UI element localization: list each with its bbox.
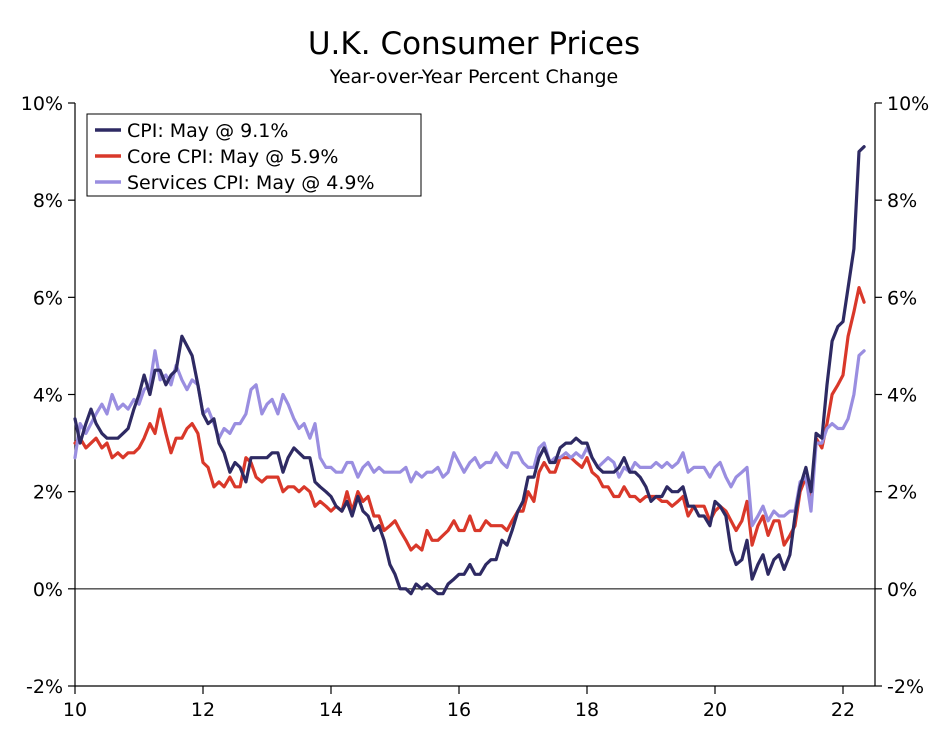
y-tick-label-left: 0% bbox=[33, 579, 63, 601]
y-tick-label-left: 10% bbox=[21, 93, 63, 115]
legend-label-2: Core CPI: May @ 5.9% bbox=[127, 146, 338, 168]
x-tick-label: 12 bbox=[191, 699, 215, 721]
legend-box bbox=[86, 113, 422, 197]
y-tick-label-right: 4% bbox=[887, 385, 917, 407]
x-tick-label: 14 bbox=[319, 699, 343, 721]
x-tick-label: 20 bbox=[703, 699, 727, 721]
y-tick-label-left: 2% bbox=[33, 482, 63, 504]
y-tick-label-left: 6% bbox=[33, 287, 63, 309]
x-tick-label: 16 bbox=[447, 699, 471, 721]
x-tick-label: 18 bbox=[575, 699, 599, 721]
series-line-1 bbox=[73, 145, 866, 596]
series-line-3 bbox=[73, 349, 866, 528]
legend-label-1: CPI: May @ 9.1% bbox=[127, 120, 288, 142]
y-tick-label-right: 6% bbox=[887, 287, 917, 309]
y-tick-label-left: 8% bbox=[33, 190, 63, 212]
series-layer bbox=[73, 145, 866, 596]
y-tick-label-left: 4% bbox=[33, 385, 63, 407]
y-tick-label-left: -2% bbox=[26, 676, 63, 698]
x-tick-label: 10 bbox=[63, 699, 87, 721]
y-tick-label-right: -2% bbox=[887, 676, 924, 698]
y-tick-label-right: 0% bbox=[887, 579, 917, 601]
chart-subtitle: Year-over-Year Percent Change bbox=[329, 66, 619, 88]
legend-label-3: Services CPI: May @ 4.9% bbox=[127, 172, 375, 194]
y-tick-label-right: 2% bbox=[887, 482, 917, 504]
axis-layer: -2% -2% 0% 0% 2% 2% 4% 4% 6% 6% 8% 8% 10% 10% 10 12 14 16… bbox=[21, 93, 929, 721]
y-tick-label-right: 8% bbox=[887, 190, 917, 212]
series-line-2 bbox=[73, 286, 866, 552]
legend: CPI: May @ 9.1% Core CPI: May @ 5.9% Servi… bbox=[86, 113, 422, 197]
x-tick-label: 22 bbox=[831, 699, 855, 721]
y-tick-label-right: 10% bbox=[887, 93, 929, 115]
chart-title: U.K. Consumer Prices bbox=[308, 26, 640, 62]
